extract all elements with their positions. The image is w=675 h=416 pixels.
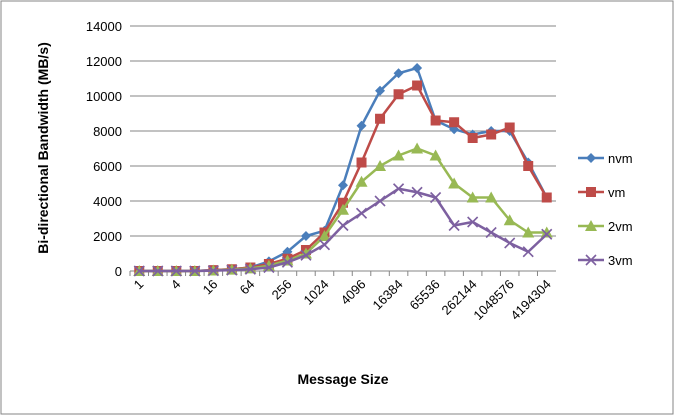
point xyxy=(338,180,348,191)
point xyxy=(318,239,331,251)
point xyxy=(356,120,367,131)
point xyxy=(412,80,423,91)
point xyxy=(448,219,460,232)
point xyxy=(170,265,182,277)
y-axis-label: Bi-directional Bandwidth (MB/s) xyxy=(35,42,51,254)
point xyxy=(448,177,461,189)
point xyxy=(300,249,312,261)
point xyxy=(504,237,516,249)
point xyxy=(467,133,478,143)
point xyxy=(189,265,201,277)
point xyxy=(355,175,368,187)
point xyxy=(375,113,386,124)
point xyxy=(338,197,348,208)
point xyxy=(226,264,238,276)
point xyxy=(375,85,386,96)
point xyxy=(541,192,552,203)
point xyxy=(503,214,516,226)
y-tick-label: 10000 xyxy=(86,89,122,104)
legend-marker xyxy=(586,187,596,197)
point xyxy=(133,265,145,277)
point xyxy=(300,231,311,241)
point xyxy=(356,157,367,168)
y-tick-label: 4000 xyxy=(93,194,122,209)
y-tick-label: 6000 xyxy=(93,159,122,174)
point xyxy=(523,161,534,171)
point xyxy=(393,89,404,100)
y-tick-label: 2000 xyxy=(93,229,122,244)
point xyxy=(318,230,331,241)
point xyxy=(355,207,368,219)
point xyxy=(337,219,349,232)
point xyxy=(449,117,460,128)
point xyxy=(393,68,404,79)
legend-marker xyxy=(586,153,596,163)
point xyxy=(411,142,424,154)
y-tick-label: 8000 xyxy=(93,124,122,139)
point xyxy=(430,115,441,126)
legend-label: 3vm xyxy=(608,253,633,268)
series xyxy=(133,183,553,277)
legend-label: vm xyxy=(608,185,625,200)
point xyxy=(541,228,553,240)
point xyxy=(504,122,515,133)
point xyxy=(392,183,405,195)
legend-marker xyxy=(585,220,597,231)
point xyxy=(152,265,164,277)
point xyxy=(466,191,479,203)
point xyxy=(337,203,349,215)
point xyxy=(485,191,498,203)
point xyxy=(263,261,275,274)
point xyxy=(429,149,442,161)
point xyxy=(485,226,497,239)
point xyxy=(374,195,386,207)
y-tick-label: 0 xyxy=(115,264,122,279)
point xyxy=(411,186,423,198)
legend-label: nvm xyxy=(608,151,633,166)
legend-marker xyxy=(585,254,597,266)
point xyxy=(467,216,479,228)
point xyxy=(207,265,219,277)
point xyxy=(392,149,405,161)
point xyxy=(281,256,294,268)
point xyxy=(522,226,535,238)
point xyxy=(244,263,256,275)
point xyxy=(540,226,553,238)
legend-label: 2vm xyxy=(608,219,633,234)
y-tick-label: 14000 xyxy=(86,19,122,34)
point xyxy=(412,63,423,73)
point xyxy=(374,160,387,171)
point xyxy=(430,191,442,204)
x-axis-label: Message Size xyxy=(297,371,388,387)
point xyxy=(522,246,534,258)
point xyxy=(486,129,497,140)
y-tick-label: 12000 xyxy=(86,54,122,69)
